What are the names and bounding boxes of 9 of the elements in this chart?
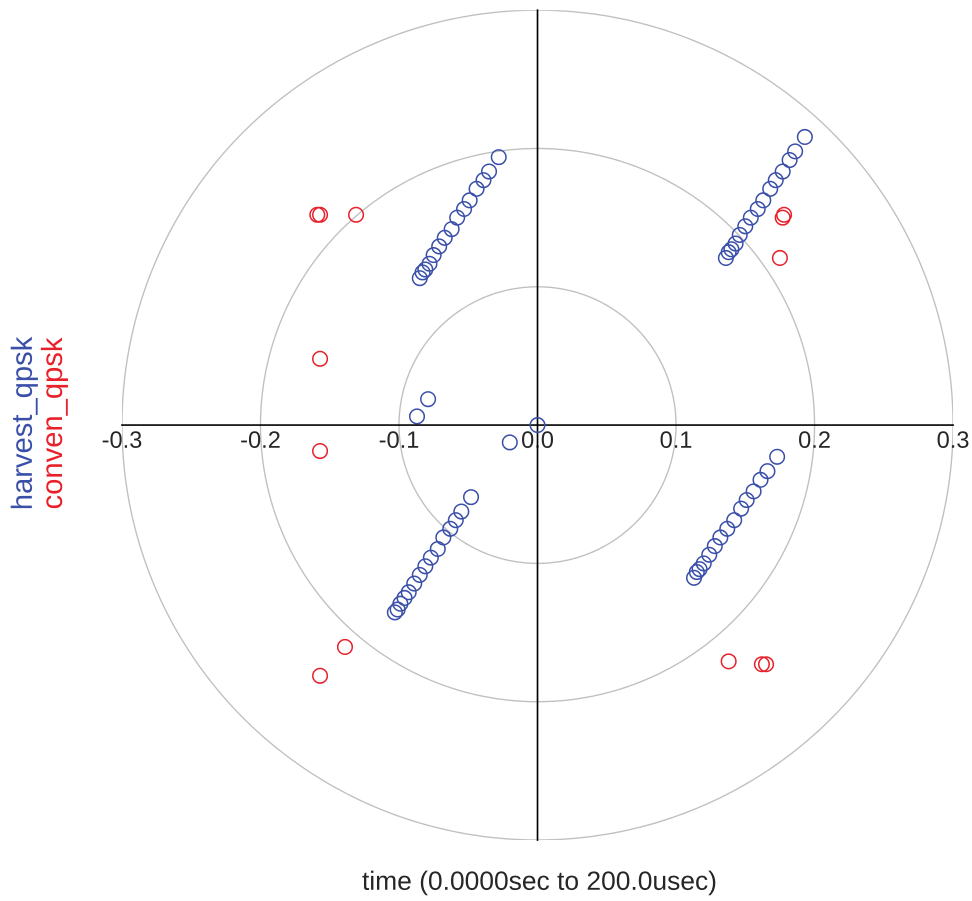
text: harvest_qpsk — [10, 336, 38, 508]
x-tick-label: -0.3 — [102, 431, 142, 448]
x-tick-label: 0.2 — [799, 431, 830, 448]
text: conven_qpsk — [40, 337, 68, 508]
x-tick-label: -0.2 — [241, 431, 280, 448]
x-tick-label: 0.1 — [660, 431, 692, 448]
x-tick-label: -0.1 — [380, 431, 418, 448]
text: time (0.0000sec to 200.0usec) — [362, 870, 716, 896]
x-tick-label: 0.3 — [938, 431, 968, 448]
